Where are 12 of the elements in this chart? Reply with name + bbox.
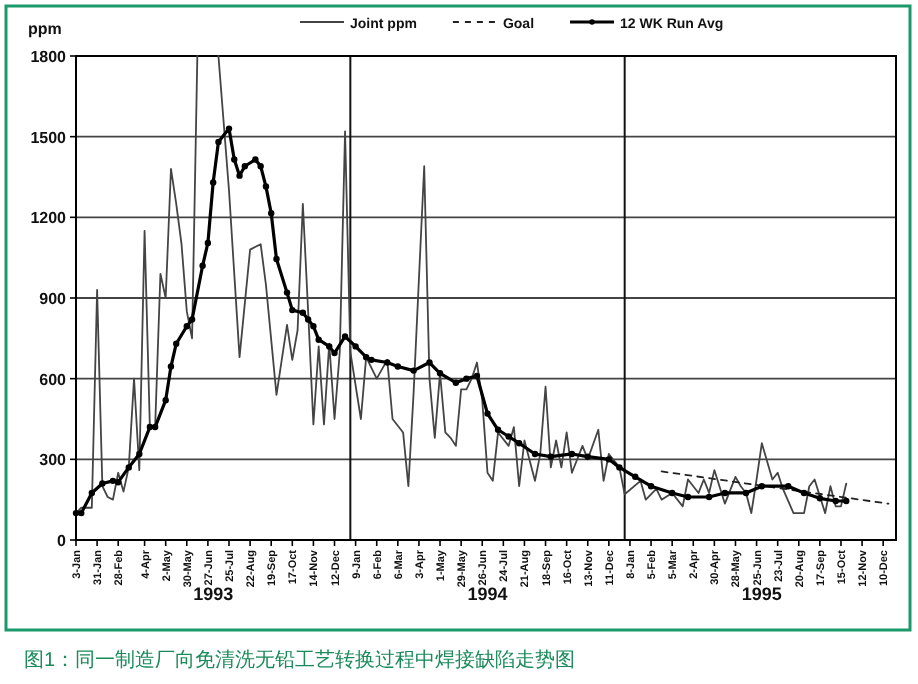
x2-tick-label: 1994: [467, 584, 508, 604]
caption: 图1：同一制造厂向免清洗无铅工艺转换过程中焊接缺陷走势图: [24, 648, 576, 672]
x2-tick-label: 1995: [741, 584, 782, 604]
y-tick-label: 1200: [30, 209, 68, 228]
y-tick-label: 900: [39, 290, 68, 308]
y-tick-label: 1500: [30, 128, 68, 147]
x2-tick-label: 1993: [193, 584, 234, 604]
y-tick-label: 0: [57, 532, 68, 550]
y-tick-label: 300: [39, 451, 68, 470]
y-tick-label: 600: [39, 370, 68, 389]
y-axis-title: ppm: [28, 20, 62, 38]
y-tick-label: 1800: [30, 48, 68, 66]
